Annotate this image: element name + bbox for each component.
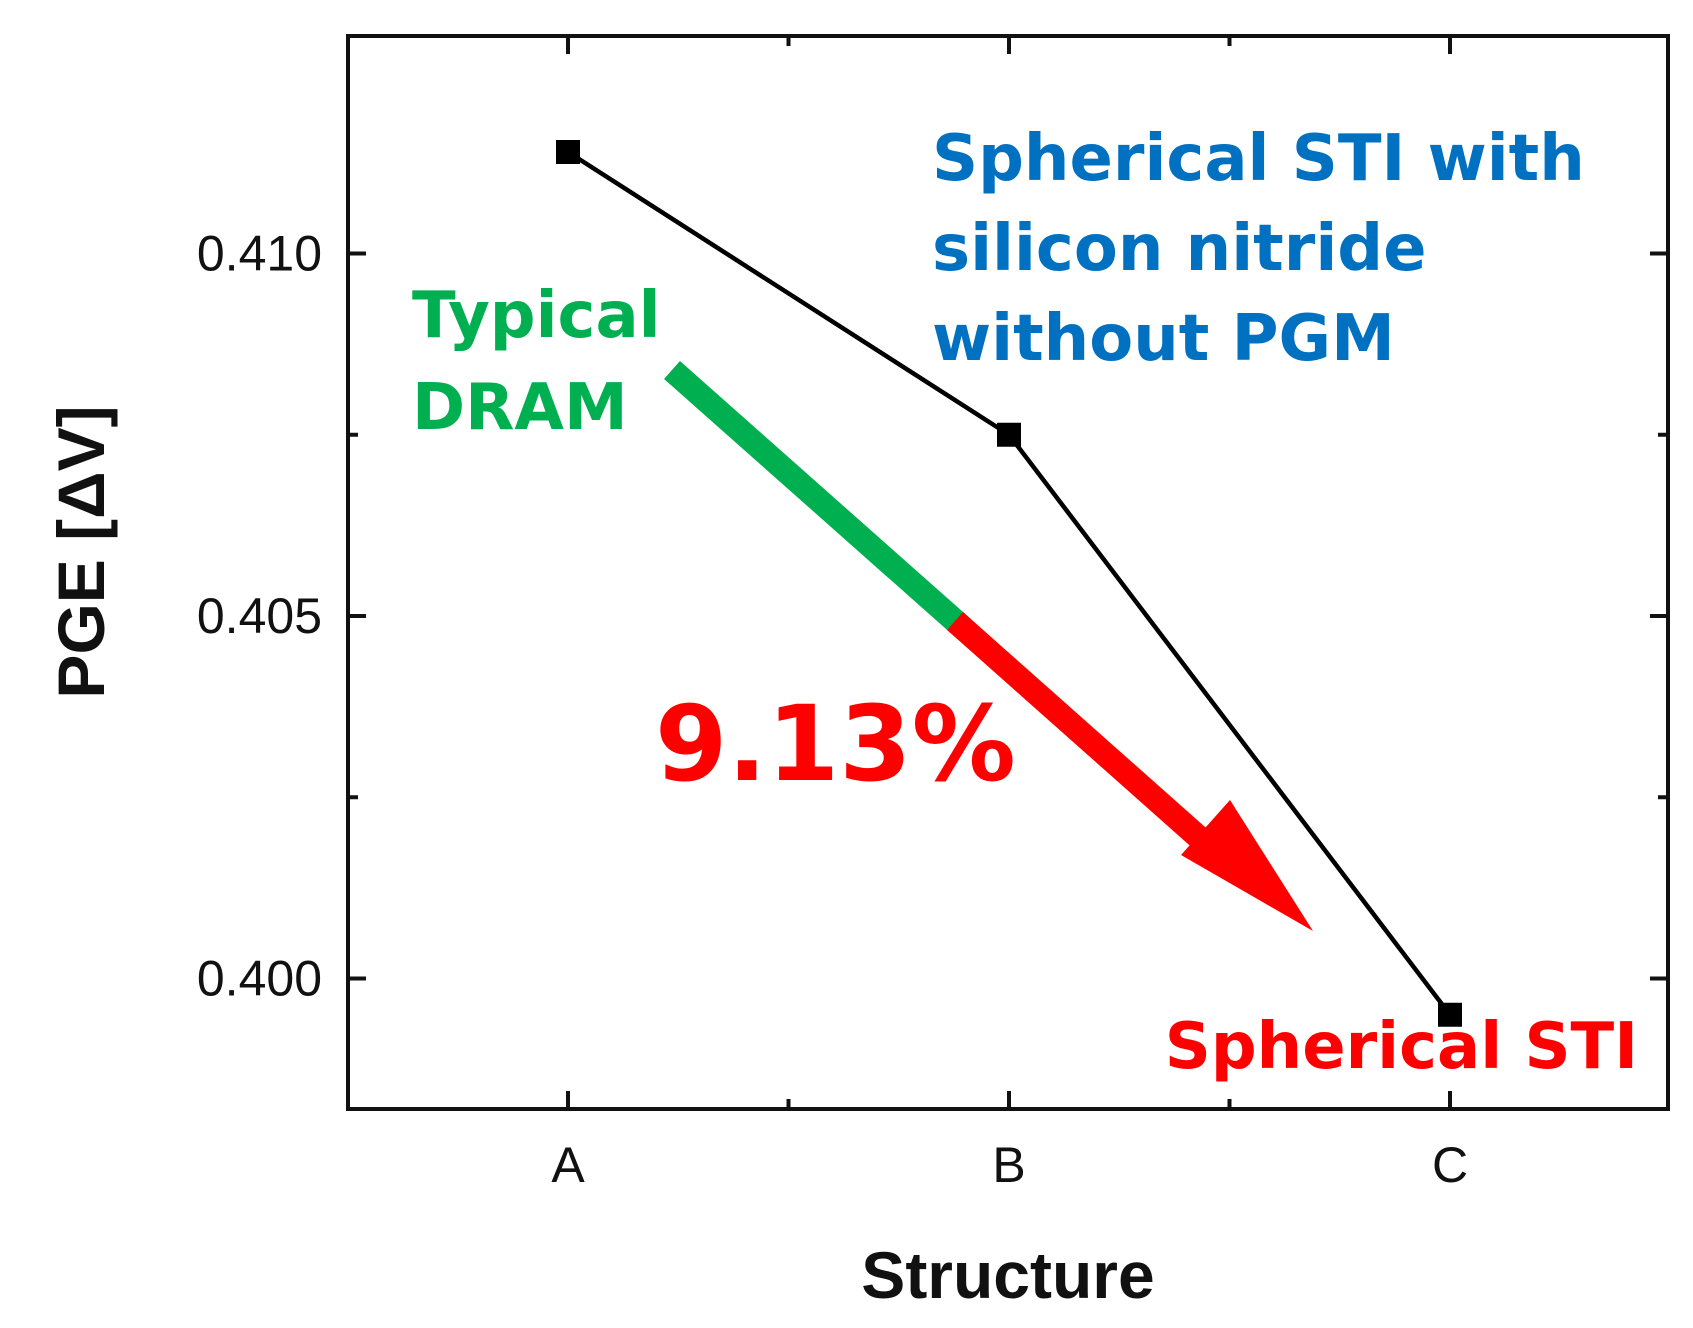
data-point-c bbox=[1438, 1002, 1462, 1027]
annotation-spherical-sti: Spherical STI bbox=[1165, 1010, 1638, 1084]
annotation-typical-line2: DRAM bbox=[412, 371, 628, 445]
x-tick-label-b: B bbox=[992, 1137, 1025, 1193]
trend-arrow-red-segment bbox=[947, 612, 1240, 876]
data-point-a bbox=[556, 140, 580, 164]
trend-arrow-green-segment bbox=[664, 361, 971, 637]
data-point-b bbox=[997, 422, 1021, 447]
plot-frame bbox=[346, 34, 1670, 1111]
annotation-nitride-line2: silicon nitride bbox=[932, 212, 1426, 286]
x-axis-title: Structure bbox=[861, 1238, 1154, 1312]
x-tick-labels: A B C bbox=[551, 1137, 1468, 1193]
y-tick-labels: 0.400 0.405 0.410 bbox=[197, 226, 322, 1007]
axes bbox=[346, 34, 1670, 1111]
annotation-typical-dram: Typical DRAM bbox=[412, 279, 683, 445]
annotation-spherical-sti-nitride: Spherical STI with silicon nitride witho… bbox=[932, 122, 1607, 376]
y-tick-label-0.400: 0.400 bbox=[197, 951, 322, 1007]
y-tick-label-0.405: 0.405 bbox=[197, 588, 322, 644]
annotation-reduction-percent: 9.13% bbox=[655, 683, 1016, 805]
y-axis-title: PGE [ΔV] bbox=[44, 405, 118, 698]
annotation-nitride-line1: Spherical STI with bbox=[932, 122, 1585, 196]
trend-arrow bbox=[664, 361, 1313, 931]
x-tick-label-a: A bbox=[551, 1137, 585, 1193]
trend-arrow-head bbox=[1181, 800, 1313, 931]
y-tick-label-0.410: 0.410 bbox=[197, 226, 322, 282]
ticks bbox=[348, 36, 1668, 1109]
x-tick-label-c: C bbox=[1432, 1137, 1468, 1193]
series-markers bbox=[556, 140, 1462, 1027]
annotation-typical-line1: Typical bbox=[412, 279, 661, 353]
annotation-nitride-line3: without PGM bbox=[932, 302, 1395, 376]
